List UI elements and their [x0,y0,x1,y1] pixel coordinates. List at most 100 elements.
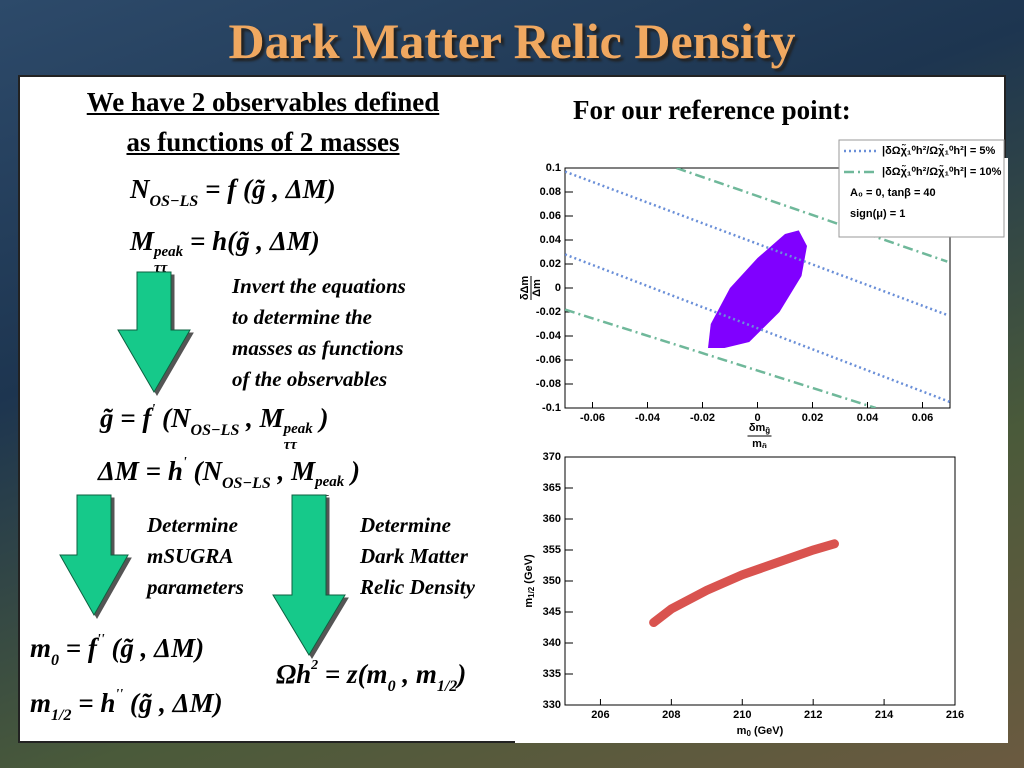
legend-label: |δΩχ̃₁⁰h²/Ωχ̃₁⁰h²| = 10% [882,165,1002,178]
eq-text: Ωh [276,659,312,689]
y-tick-label: 330 [543,699,561,711]
region [708,230,807,348]
note-line: Determine [147,513,238,537]
note-line: Determine [360,513,451,537]
clip-group [649,539,839,628]
note-line: Dark Matter [360,544,468,568]
note-line: Invert the equations [232,274,406,298]
label-part: g̃ [765,426,770,435]
legend-note: A₀ = 0, tanβ = 40 [850,187,936,199]
y-tick-label: -0.04 [536,330,562,342]
y-tick-label: 0.04 [540,234,562,246]
eq-text: ) [457,659,467,689]
y-axis-label: Δm [531,279,543,297]
y-tick-label: 370 [543,451,561,463]
equation: NOS−LS = f (g̃ , ΔM) [130,174,336,211]
x-tick-label: 0.02 [802,412,823,424]
legend-label: |δΩχ̃₁⁰h²/Ωχ̃₁⁰h²| = 5% [882,144,996,157]
band [649,539,839,628]
eq-text: , m [395,659,437,689]
eq-text: m [30,688,52,718]
eq-sub: OS−LS [221,475,271,492]
note: Determine mSUGRA parameters [147,510,244,603]
y-tick-label: 365 [543,482,561,494]
note-line: to determine the [232,305,372,329]
eq-text: , M [239,403,284,433]
eq-sup: peak [154,244,184,260]
eq-sub: ττ [283,437,297,453]
eq-text: N [130,174,150,204]
eq-sup: ' [151,402,156,417]
eq-supsub: peak ττ [154,244,183,276]
eq-text: = h [71,688,116,718]
y-tick-label: 0.06 [540,210,561,222]
eq-sub: ττ [154,260,168,276]
eq-sub: ττ [315,490,329,506]
legend: |δΩχ̃₁⁰h²/Ωχ̃₁⁰h²| = 5% |δΩχ̃₁⁰h²/Ωχ̃₁⁰h²… [838,139,1005,238]
x-tick-label: 210 [733,709,751,721]
x-tick-label: 0.06 [912,412,933,424]
reference-heading: For our reference point: [573,95,851,125]
eq-text: = f [59,633,97,663]
eq-sup: peak [283,421,313,437]
note: Determine Dark Matter Relic Density [360,510,475,603]
x-tick-label: 0.04 [857,412,879,424]
y-tick-label: 335 [543,668,561,680]
plot-frame [564,456,956,706]
eq-sup: peak [315,474,345,490]
series-line [565,170,950,404]
label-part: m [752,438,762,450]
eq-text: M [130,226,155,256]
heading-line: We have 2 observables defined [86,87,440,117]
y-tick-label: 0.08 [540,186,561,198]
equation: m1/2 = h'' (g̃ , ΔM) [30,687,223,725]
eq-sub: 1/2 [51,707,72,724]
x-tick-label: -0.02 [690,412,715,424]
x-tick-label: 216 [946,709,964,721]
eq-text: m [30,633,52,663]
x-tick-label: 212 [804,709,822,721]
slide-title: Dark Matter Relic Density [228,13,796,69]
y-tick-label: 360 [543,513,561,525]
x-tick-label: -0.06 [580,412,605,424]
note-line: masses as functions [232,336,404,360]
label-part: g̃ [762,442,767,450]
eq-sup: '' [96,632,105,647]
eq-text: , M [270,456,316,486]
note-line: mSUGRA [147,544,234,568]
clip-group [565,168,950,408]
label-part: 1/2 [527,586,536,598]
eq-text: ΔM = h [98,456,183,486]
x-axis-label: m0 (GeV) [737,725,784,738]
series-line [565,168,948,408]
eq-text: (g̃ , ΔM) [123,688,223,718]
y-tick-label: 0.02 [540,258,561,270]
y-tick-label: 345 [543,606,561,618]
label-part: (GeV) [751,725,784,737]
eq-text: g̃ = f [100,403,152,433]
y-axis-label: δΔm [519,276,531,301]
eq-text: (N [186,456,222,486]
x-axis-label: δmg̃ [749,422,770,435]
chart: 206 208 210 212 214 216 330 335 340 345 350 355 360 3… [515,448,1008,743]
eq-sub: OS−LS [149,193,199,210]
equation: Ωh2 = z(m0 , m1/2) [276,658,466,696]
y-tick-label: -0.1 [542,402,561,414]
label-part: (GeV) [523,554,535,587]
label-part: m [737,725,747,737]
label-part: δm [749,422,766,434]
eq-supsub: peak ττ [284,421,313,453]
note: Invert the equations to determine the mass… [232,271,406,395]
eq-sub: 0 [387,678,396,695]
note-line: Relic Density [360,575,475,599]
eq-text: (N [155,403,191,433]
eq-text: (g̃ , ΔM) [104,633,205,663]
eq-sup: ' [182,455,187,470]
y-axis-label: m1/2 (GeV) [523,554,536,608]
y-tick-label: -0.02 [536,306,561,318]
note-line: of the observables [232,367,388,391]
eq-text: = h(g̃ , ΔM) [183,226,320,256]
eq-text: = z(m [318,659,388,689]
y-tick-label: -0.06 [536,354,561,366]
